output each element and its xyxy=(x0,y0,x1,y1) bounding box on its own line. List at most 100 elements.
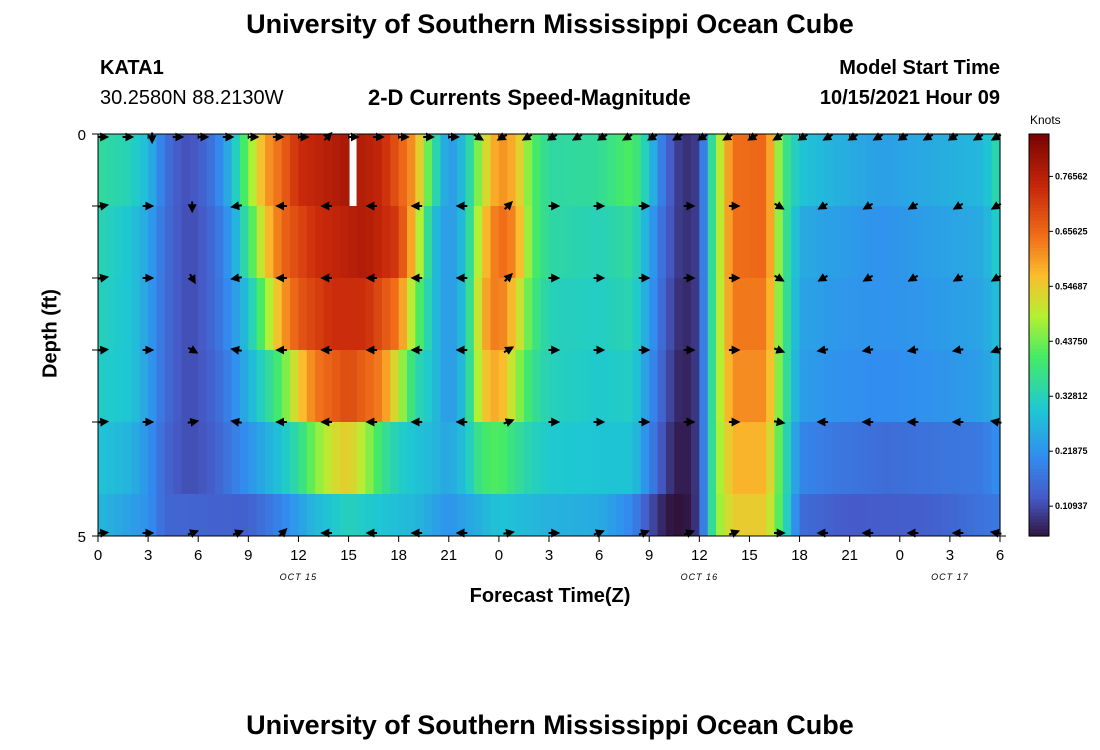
heatmap-cell xyxy=(256,206,266,279)
heatmap-cell xyxy=(273,494,283,536)
heatmap-cell xyxy=(231,350,241,423)
heatmap-cell xyxy=(106,494,116,536)
heatmap-cell xyxy=(398,350,408,423)
heatmap-cell xyxy=(991,494,1001,536)
heatmap-cell xyxy=(290,134,300,207)
heatmap-cell xyxy=(156,422,166,495)
heatmap-cell xyxy=(590,134,600,207)
colorbar-segment xyxy=(1029,154,1049,159)
footer-title: University of Southern Mississippi Ocean… xyxy=(246,710,854,740)
heatmap-cell xyxy=(899,494,909,536)
colorbar-segment xyxy=(1029,425,1049,430)
heatmap-cell xyxy=(724,350,734,423)
colorbar-segment xyxy=(1029,445,1049,450)
colorbar-segment xyxy=(1029,405,1049,410)
heatmap-cell xyxy=(599,350,609,423)
colorbar-segment xyxy=(1029,515,1049,520)
heatmap-cell xyxy=(732,278,742,351)
heatmap-cell xyxy=(131,278,141,351)
heatmap-cell xyxy=(457,206,467,279)
x-tick-label: 3 xyxy=(946,547,954,564)
current-vector xyxy=(774,273,785,282)
heatmap-cell xyxy=(791,278,801,351)
heatmap-cell xyxy=(315,422,325,495)
heatmap-cell xyxy=(273,278,283,351)
heatmap-cell xyxy=(139,206,149,279)
heatmap-cell xyxy=(749,278,759,351)
heatmap-cell xyxy=(239,422,249,495)
heatmap-cell xyxy=(398,278,408,351)
heatmap-cell xyxy=(741,494,751,536)
heatmap-cell xyxy=(423,422,433,495)
current-vector xyxy=(989,528,1002,538)
heatmap-cell xyxy=(348,422,358,495)
heatmap-cell xyxy=(565,350,575,423)
heatmap-cell xyxy=(432,422,442,495)
heatmap-cell xyxy=(523,350,533,423)
heatmap-cell xyxy=(749,422,759,495)
colorbar-segment xyxy=(1029,294,1049,299)
current-vector xyxy=(972,132,984,141)
heatmap-cell xyxy=(281,422,291,495)
heatmap-cell xyxy=(206,278,216,351)
heatmap-cell xyxy=(206,350,216,423)
heatmap-cell xyxy=(281,494,291,536)
colorbar-segment xyxy=(1029,164,1049,169)
heatmap-cell xyxy=(657,422,667,495)
colorbar-segment xyxy=(1029,388,1049,393)
heatmap-cell xyxy=(841,422,851,495)
current-vector xyxy=(947,132,959,141)
heatmap-cell xyxy=(398,134,408,207)
heatmap-cell xyxy=(674,278,684,351)
colorbar-segment xyxy=(1029,271,1049,276)
heatmap-cell xyxy=(782,278,792,351)
x-tick-label: 21 xyxy=(841,547,858,564)
heatmap-cell xyxy=(148,206,158,279)
heatmap-cell xyxy=(891,278,901,351)
heatmap-cell xyxy=(682,206,692,279)
current-vector xyxy=(989,417,1002,427)
heatmap-cell xyxy=(732,422,742,495)
heatmap-cell xyxy=(924,494,934,536)
colorbar-segment xyxy=(1029,278,1049,282)
heatmap-cell xyxy=(315,206,325,279)
current-vector xyxy=(722,132,733,141)
heatmap-cell xyxy=(565,278,575,351)
heatmap-cell xyxy=(173,206,183,279)
heatmap-cell xyxy=(574,494,584,536)
heatmap-cell xyxy=(716,494,725,536)
page-title: University of Southern Mississippi Ocean… xyxy=(246,9,854,39)
heatmap-cell xyxy=(156,134,166,207)
heatmap-cell xyxy=(139,422,149,495)
colorbar-segment xyxy=(1029,345,1049,349)
colorbar-segment xyxy=(1029,458,1049,463)
heatmap-cell xyxy=(941,206,951,279)
heatmap-cell xyxy=(816,206,826,279)
heatmap-cell xyxy=(682,422,692,495)
heatmap-cell xyxy=(373,134,383,207)
heatmap-cell xyxy=(523,278,533,351)
heatmap-cell xyxy=(356,278,366,351)
x-tick-label: 15 xyxy=(741,547,758,564)
heatmap-cell xyxy=(473,134,483,207)
x-tick-label: 6 xyxy=(595,547,603,564)
heatmap-cell xyxy=(665,206,675,279)
y-tick-label: 0 xyxy=(78,127,86,144)
current-vector xyxy=(822,132,834,141)
current-vector xyxy=(503,346,515,355)
heatmap-cell xyxy=(465,206,475,279)
heatmap-cell xyxy=(916,278,926,351)
heatmap-cell xyxy=(306,206,316,279)
heatmap-cell xyxy=(139,134,149,207)
colorbar-segment xyxy=(1029,241,1049,246)
heatmap-cell xyxy=(356,134,366,207)
heatmap-cell xyxy=(549,494,558,536)
heatmap-cell xyxy=(114,422,124,495)
heatmap-cell xyxy=(774,278,784,351)
heatmap-cell xyxy=(958,422,968,495)
heatmap-cell xyxy=(515,422,525,495)
heatmap-cell xyxy=(123,206,133,279)
colorbar-segment xyxy=(1029,371,1049,376)
heatmap-cell xyxy=(615,206,625,279)
heatmap-cell xyxy=(440,350,450,423)
